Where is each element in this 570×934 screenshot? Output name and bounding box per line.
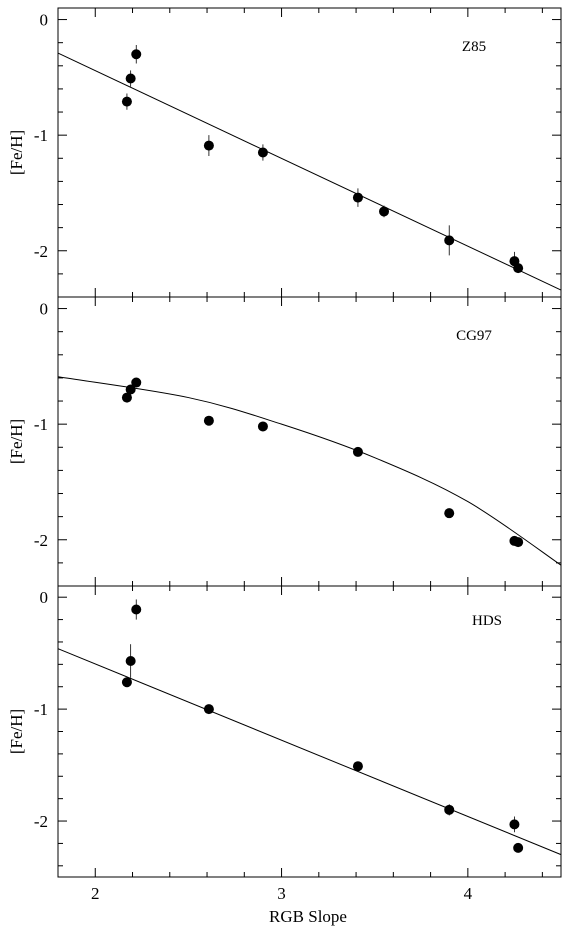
panel-frame-hds — [57, 585, 562, 878]
x-axis-label: RGB Slope — [269, 907, 347, 926]
data-point — [509, 819, 520, 830]
data-point — [379, 206, 390, 217]
data-point — [121, 677, 132, 688]
data-point — [444, 235, 455, 246]
y-axis-label: [Fe/H] — [7, 709, 26, 754]
y-tick-label: -1 — [34, 700, 48, 719]
data-point — [352, 446, 363, 457]
data-point — [131, 604, 142, 615]
data-point — [203, 704, 214, 715]
data-point — [257, 421, 268, 432]
panel-label-cg97: CG97 — [456, 328, 492, 344]
panel-label-hds: HDS — [472, 613, 502, 629]
data-point — [513, 263, 524, 274]
y-axis-label: [Fe/H] — [7, 130, 26, 175]
x-tick-label: 3 — [277, 884, 286, 903]
data-point — [444, 508, 455, 519]
fit-line-hds — [57, 648, 562, 856]
y-tick-label: -2 — [34, 812, 48, 831]
data-point — [203, 415, 214, 426]
data-point — [125, 655, 136, 666]
panel-label-z85: Z85 — [462, 39, 486, 55]
data-point — [131, 377, 142, 388]
y-tick-label: 0 — [40, 11, 49, 30]
y-tick-label: 0 — [40, 300, 49, 319]
data-point — [444, 804, 455, 815]
data-point — [125, 384, 136, 395]
data-point — [513, 537, 524, 548]
fit-line-z85 — [57, 52, 562, 291]
y-axis-label: [Fe/H] — [7, 419, 26, 464]
y-tick-label: 0 — [40, 588, 49, 607]
data-point — [121, 392, 132, 403]
data-point — [352, 192, 363, 203]
data-point — [203, 140, 214, 151]
y-tick-label: -1 — [34, 126, 48, 145]
data-point — [121, 96, 132, 107]
data-point — [257, 147, 268, 158]
x-tick-label: 4 — [464, 884, 473, 903]
fit-line-cg97 — [57, 376, 562, 566]
data-point — [125, 73, 136, 84]
x-tick-label: 2 — [91, 884, 100, 903]
data-point — [513, 842, 524, 853]
y-tick-label: -2 — [34, 242, 48, 261]
y-tick-label: -2 — [34, 531, 48, 550]
y-tick-label: -1 — [34, 415, 48, 434]
data-point — [352, 761, 363, 772]
data-point — [131, 49, 142, 60]
